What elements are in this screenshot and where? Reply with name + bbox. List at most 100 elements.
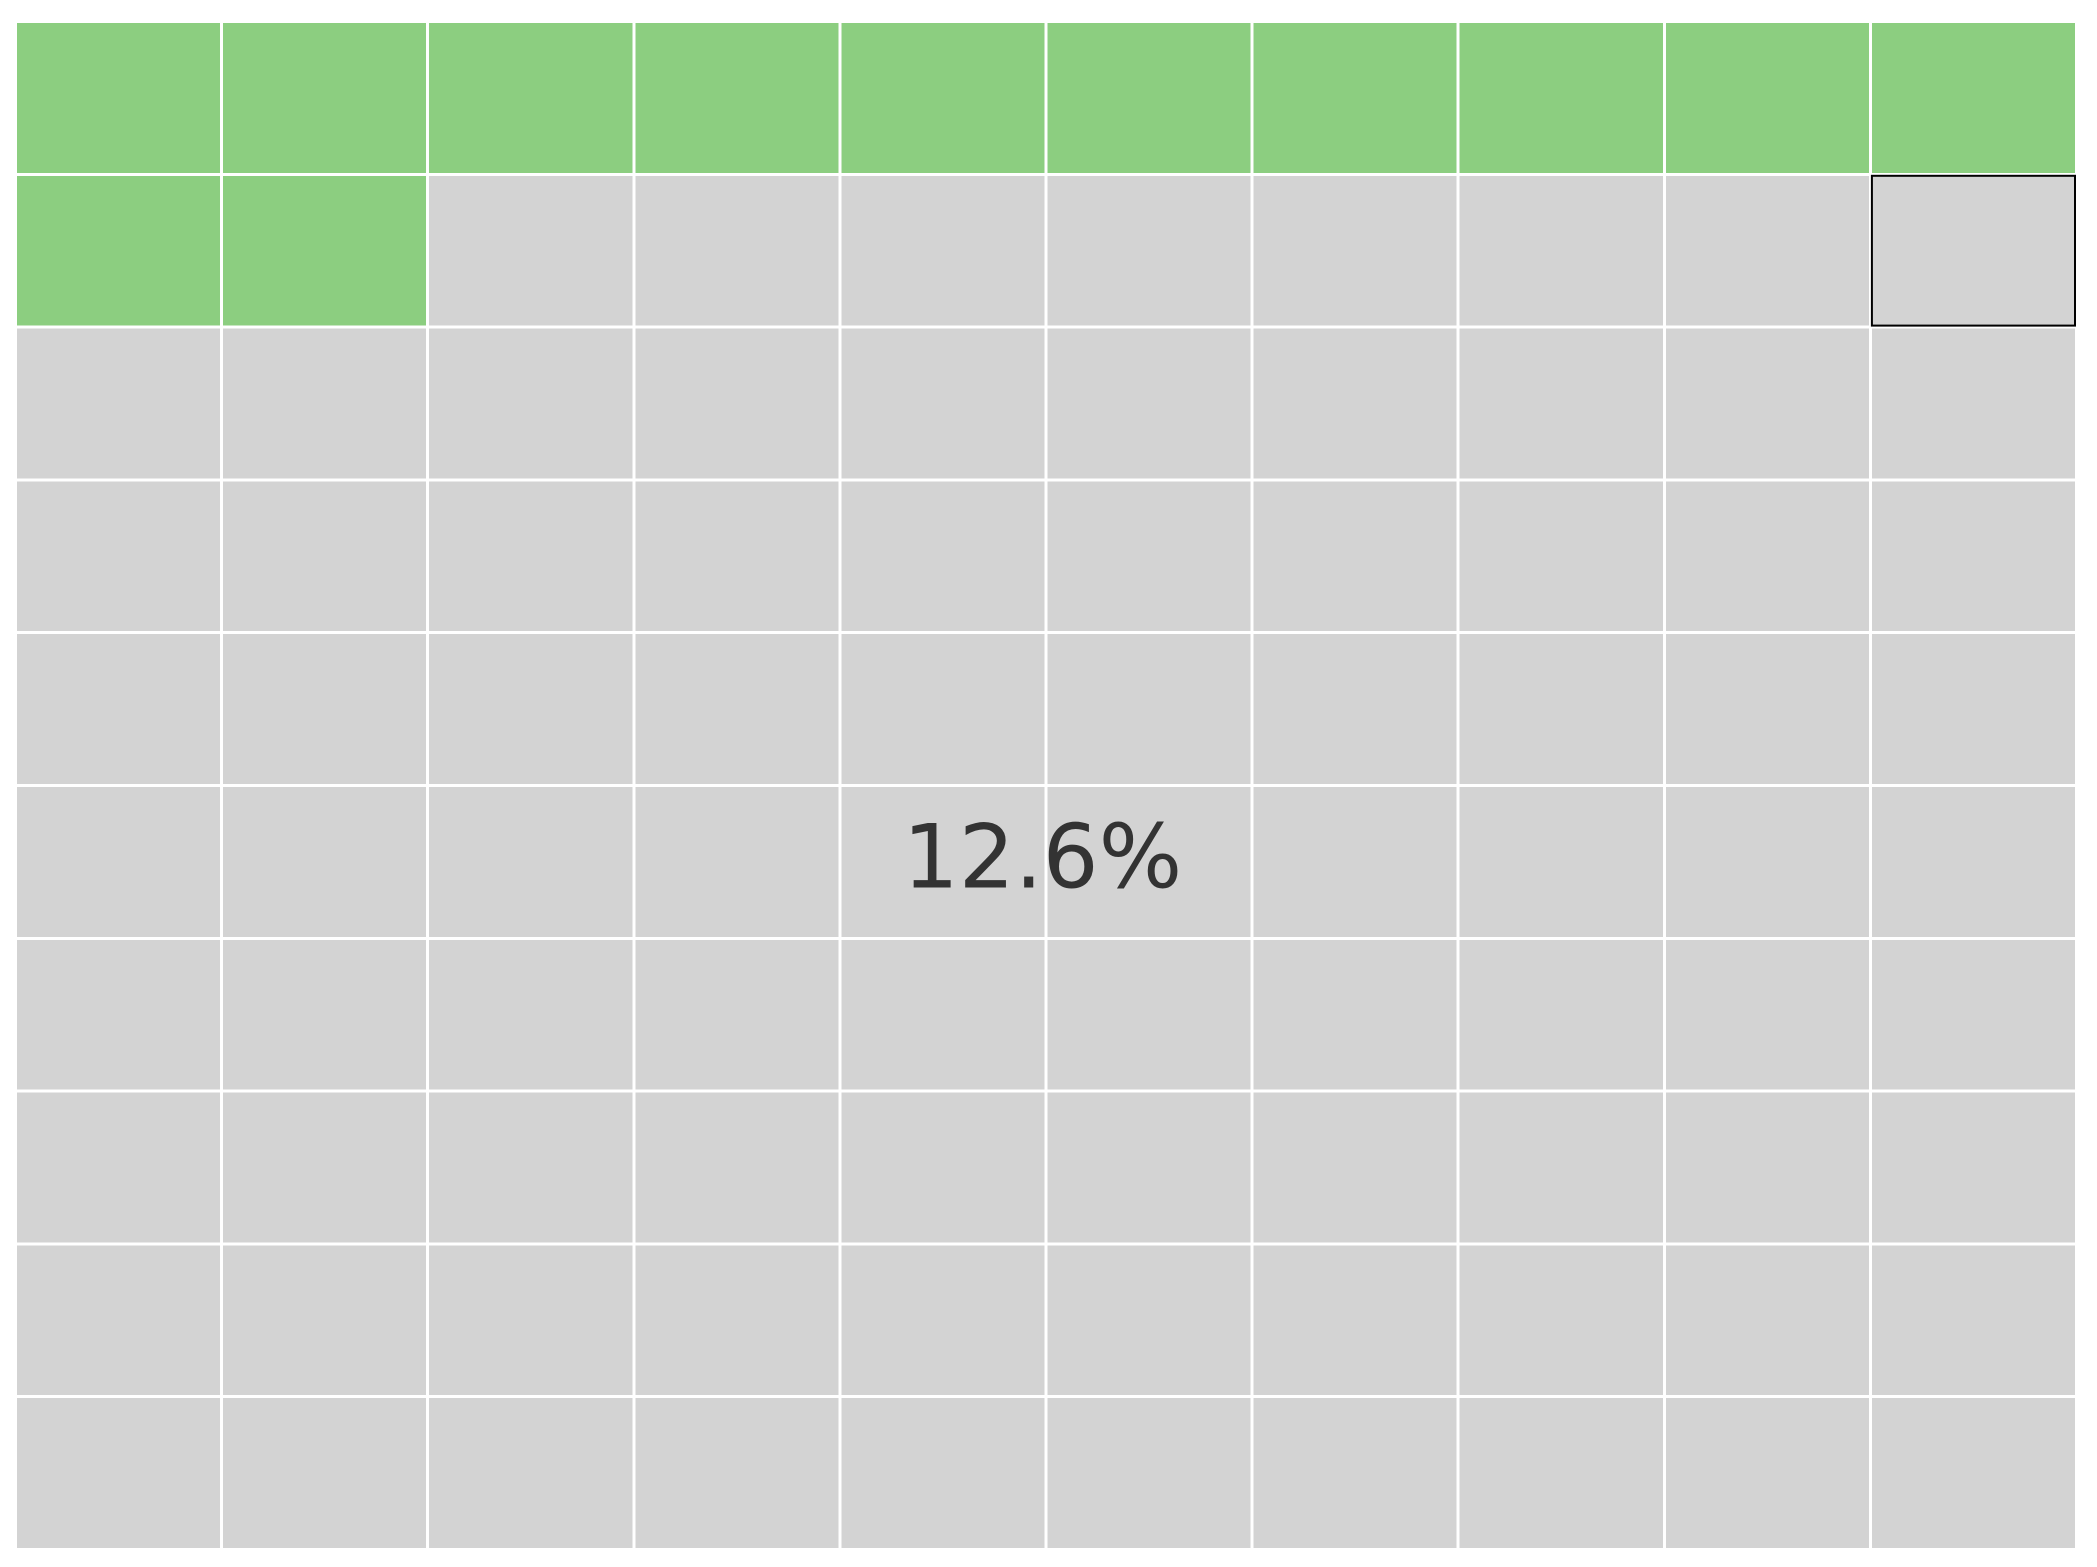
- waffle-cell-empty: [17, 328, 221, 479]
- waffle-cell-filled: [1047, 23, 1251, 173]
- waffle-cell-empty: [429, 787, 633, 937]
- waffle-cell-empty: [635, 1245, 839, 1396]
- waffle-cell-empty: [1047, 1092, 1251, 1243]
- waffle-cell-empty: [1665, 481, 1869, 632]
- waffle-cell-filled: [223, 175, 427, 326]
- waffle-cell-empty: [635, 939, 839, 1090]
- waffle-cell-empty: [17, 787, 221, 937]
- waffle-cell-empty: [429, 175, 633, 326]
- waffle-cell-empty: [1665, 939, 1869, 1090]
- waffle-cell-empty: [223, 939, 427, 1090]
- waffle-cell-empty: [429, 1398, 633, 1548]
- waffle-cell-empty: [841, 939, 1045, 1090]
- waffle-cell-empty: [1665, 787, 1869, 937]
- waffle-cell-empty: [1871, 634, 2075, 784]
- waffle-cell-empty: [1253, 1398, 1457, 1548]
- waffle-cell-empty: [635, 1092, 839, 1243]
- waffle-cell-empty: [1665, 634, 1869, 784]
- selected-cell-highlight: [1870, 174, 2077, 327]
- waffle-cell-empty: [429, 328, 633, 479]
- waffle-cell-empty: [17, 481, 221, 632]
- waffle-cell-empty: [1459, 1245, 1663, 1396]
- waffle-cell-empty: [841, 787, 1045, 937]
- waffle-cell-empty: [1665, 175, 1869, 326]
- waffle-cell-empty: [841, 1398, 1045, 1548]
- waffle-cell-empty: [1871, 175, 2075, 326]
- waffle-cell-filled: [1459, 23, 1663, 173]
- waffle-cell-empty: [1871, 1245, 2075, 1396]
- waffle-cell-empty: [841, 634, 1045, 784]
- waffle-cell-filled: [635, 23, 839, 173]
- waffle-cell-empty: [1253, 787, 1457, 937]
- waffle-cell-empty: [635, 634, 839, 784]
- waffle-cell-filled: [429, 23, 633, 173]
- waffle-cell-empty: [1253, 939, 1457, 1090]
- waffle-cell-empty: [1871, 328, 2075, 479]
- waffle-cell-filled: [1871, 23, 2075, 173]
- waffle-cell-empty: [1665, 328, 1869, 479]
- waffle-cell-filled: [223, 23, 427, 173]
- waffle-cell-empty: [1047, 939, 1251, 1090]
- waffle-cell-empty: [1459, 634, 1663, 784]
- waffle-cell-empty: [223, 1245, 427, 1396]
- waffle-cell-empty: [429, 939, 633, 1090]
- waffle-cell-empty: [1459, 1398, 1663, 1548]
- waffle-cell-empty: [223, 481, 427, 632]
- waffle-cell-empty: [1459, 787, 1663, 937]
- waffle-cell-filled: [17, 23, 221, 173]
- waffle-cell-empty: [1253, 328, 1457, 479]
- waffle-cell-empty: [635, 787, 839, 937]
- waffle-cell-empty: [841, 1092, 1045, 1243]
- waffle-cell-empty: [841, 328, 1045, 479]
- waffle-cell-empty: [223, 1398, 427, 1548]
- waffle-cells: [17, 23, 2075, 1548]
- waffle-cell-empty: [1047, 1398, 1251, 1548]
- waffle-cell-empty: [17, 1245, 221, 1396]
- waffle-cell-empty: [1253, 634, 1457, 784]
- waffle-cell-empty: [841, 1245, 1045, 1396]
- waffle-cell-empty: [223, 328, 427, 479]
- waffle-cell-empty: [841, 175, 1045, 326]
- waffle-cell-empty: [1459, 481, 1663, 632]
- waffle-cell-empty: [1047, 481, 1251, 632]
- waffle-cell-empty: [17, 1092, 221, 1243]
- waffle-cell-empty: [635, 328, 839, 479]
- waffle-cell-empty: [17, 939, 221, 1090]
- waffle-cell-empty: [1253, 481, 1457, 632]
- waffle-cell-empty: [1253, 1245, 1457, 1396]
- waffle-cell-empty: [223, 1092, 427, 1243]
- waffle-cell-filled: [1253, 23, 1457, 173]
- waffle-cell-empty: [635, 481, 839, 632]
- waffle-cell-empty: [17, 1398, 221, 1548]
- waffle-cell-empty: [1047, 328, 1251, 479]
- waffle-cell-filled: [1665, 23, 1869, 173]
- waffle-cell-empty: [429, 481, 633, 632]
- waffle-cell-empty: [429, 634, 633, 784]
- waffle-cell-empty: [1871, 1092, 2075, 1243]
- waffle-cell-filled: [841, 23, 1045, 173]
- waffle-cell-empty: [1047, 634, 1251, 784]
- waffle-cell-empty: [1665, 1092, 1869, 1243]
- waffle-cell-empty: [1047, 1245, 1251, 1396]
- waffle-cell-empty: [1459, 175, 1663, 326]
- waffle-cell-filled: [17, 175, 221, 326]
- waffle-cell-empty: [1665, 1245, 1869, 1396]
- waffle-cell-empty: [1459, 328, 1663, 479]
- waffle-cell-empty: [635, 175, 839, 326]
- waffle-cell-empty: [429, 1245, 633, 1396]
- percent-label: 12.6%: [903, 805, 1183, 908]
- waffle-cell-empty: [1871, 787, 2075, 937]
- waffle-cell-empty: [1459, 939, 1663, 1090]
- waffle-cell-empty: [1871, 481, 2075, 632]
- waffle-cell-empty: [635, 1398, 839, 1548]
- waffle-cell-empty: [1871, 1398, 2075, 1548]
- waffle-cell-empty: [1871, 939, 2075, 1090]
- waffle-cell-empty: [1665, 1398, 1869, 1548]
- waffle-cell-empty: [1459, 1092, 1663, 1243]
- waffle-cell-empty: [223, 787, 427, 937]
- waffle-cell-empty: [1253, 1092, 1457, 1243]
- waffle-cell-empty: [1047, 175, 1251, 326]
- waffle-cell-empty: [1253, 175, 1457, 326]
- waffle-cell-empty: [429, 1092, 633, 1243]
